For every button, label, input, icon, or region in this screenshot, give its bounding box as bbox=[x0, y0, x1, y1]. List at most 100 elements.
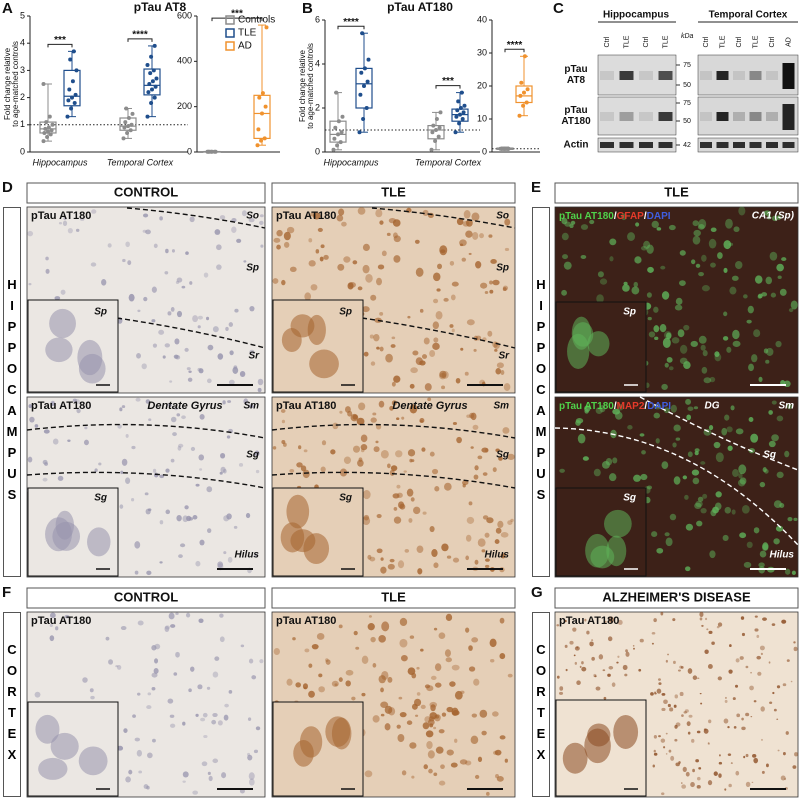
cell bbox=[286, 226, 295, 234]
cell bbox=[735, 260, 743, 270]
cell bbox=[362, 243, 370, 252]
cell bbox=[685, 566, 691, 572]
cell bbox=[584, 618, 587, 622]
cell bbox=[390, 344, 396, 348]
cell bbox=[487, 330, 493, 337]
cell bbox=[378, 675, 386, 684]
cell bbox=[206, 316, 210, 321]
cell bbox=[186, 367, 191, 371]
cell bbox=[640, 473, 648, 481]
cell bbox=[424, 383, 432, 391]
cell bbox=[556, 624, 560, 627]
y-tick-label: 0 bbox=[315, 146, 320, 156]
lane-label: TLE bbox=[719, 35, 726, 48]
cell bbox=[762, 467, 767, 473]
cell bbox=[351, 696, 356, 701]
cell bbox=[579, 665, 582, 669]
cell bbox=[698, 219, 707, 229]
cell bbox=[101, 279, 107, 286]
cell bbox=[223, 714, 229, 721]
data-point bbox=[264, 25, 269, 30]
box bbox=[329, 120, 347, 143]
data-point bbox=[121, 136, 126, 141]
cell bbox=[146, 785, 150, 790]
cell bbox=[700, 461, 706, 465]
cell bbox=[361, 655, 369, 665]
cell bbox=[663, 699, 668, 704]
cell bbox=[151, 645, 157, 651]
data-point bbox=[331, 147, 336, 152]
cell bbox=[477, 538, 486, 547]
data-point bbox=[124, 106, 129, 111]
cell bbox=[738, 472, 743, 479]
cell bbox=[413, 506, 421, 515]
cell bbox=[723, 267, 728, 273]
cell bbox=[430, 675, 437, 681]
cell bbox=[441, 371, 449, 379]
cell bbox=[660, 738, 666, 743]
cell bbox=[432, 342, 440, 350]
cell bbox=[727, 753, 732, 756]
cell bbox=[449, 681, 456, 687]
cell bbox=[782, 752, 786, 756]
panel-header-text: TLE bbox=[381, 589, 406, 604]
inset-label: Sp bbox=[623, 307, 636, 318]
cell bbox=[201, 761, 208, 767]
cell bbox=[461, 257, 467, 262]
inset-cell bbox=[331, 717, 352, 750]
cell bbox=[74, 399, 81, 405]
cell bbox=[635, 222, 640, 227]
cell bbox=[464, 760, 472, 766]
cell bbox=[58, 222, 63, 225]
cell bbox=[748, 363, 754, 372]
cell bbox=[339, 468, 348, 477]
cell bbox=[228, 322, 233, 327]
cell bbox=[409, 383, 415, 389]
cell bbox=[703, 377, 712, 384]
cell bbox=[419, 419, 424, 423]
cell bbox=[219, 215, 226, 220]
stain-part: / bbox=[644, 401, 647, 412]
cell bbox=[680, 665, 684, 669]
cell bbox=[397, 733, 405, 743]
cell bbox=[445, 657, 452, 663]
cell bbox=[334, 683, 338, 686]
cell bbox=[396, 724, 401, 729]
cell bbox=[624, 673, 628, 677]
stain-part: MAP2 bbox=[617, 401, 645, 412]
data-point bbox=[517, 113, 522, 118]
cell bbox=[639, 433, 645, 437]
panel-header bbox=[271, 587, 516, 609]
cell bbox=[732, 697, 736, 701]
cell bbox=[360, 444, 368, 451]
cell bbox=[64, 614, 70, 619]
cell bbox=[750, 433, 759, 443]
cell bbox=[34, 691, 41, 698]
cell bbox=[127, 260, 132, 266]
band bbox=[600, 71, 614, 80]
cell bbox=[598, 654, 604, 660]
cell bbox=[700, 702, 703, 705]
y-axis-label: to age-matched controls bbox=[11, 41, 20, 127]
data-point bbox=[147, 82, 152, 86]
cell bbox=[776, 471, 784, 479]
cell bbox=[134, 541, 141, 549]
layer-boundary bbox=[126, 207, 266, 229]
cell bbox=[694, 451, 699, 456]
data-point bbox=[260, 91, 265, 96]
cell bbox=[422, 209, 429, 217]
stain-part: pTau AT180 bbox=[559, 211, 614, 222]
cell bbox=[172, 432, 177, 437]
cell bbox=[389, 469, 395, 476]
cell bbox=[721, 427, 728, 436]
cell bbox=[401, 416, 405, 420]
cell bbox=[719, 754, 721, 757]
data-point bbox=[359, 70, 364, 75]
cell bbox=[677, 669, 681, 672]
cell bbox=[724, 788, 727, 791]
region-label: So bbox=[246, 211, 259, 222]
cell bbox=[451, 707, 459, 716]
cell bbox=[697, 677, 700, 680]
cell bbox=[708, 719, 712, 724]
cell bbox=[247, 754, 253, 761]
